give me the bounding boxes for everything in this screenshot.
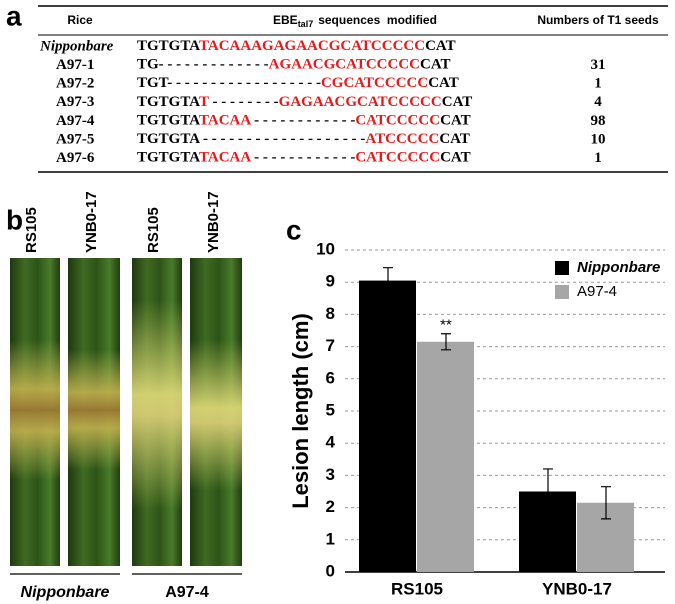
sequence-segment: CAT [428, 76, 459, 92]
row-name: A97-6 [56, 150, 95, 166]
sequence-segment: CAT [442, 94, 473, 110]
seed-count: 98 [591, 113, 606, 129]
sequence-segment: TGTGTA [137, 113, 200, 129]
sequence: TGTGTATACAA - - - - - - - - - - - -CATCC… [137, 113, 471, 129]
y-tick-label: 10 [316, 239, 335, 258]
sequence-segment: CAT [425, 38, 456, 54]
legend-swatch [555, 285, 569, 299]
sequence: TGTGTA - - - - - - - - - - - - - - - - -… [137, 131, 470, 147]
error-bar [601, 486, 611, 520]
sequence-segment: T [199, 94, 209, 110]
row-name: Nipponbare [39, 38, 114, 54]
sequence-segment: CAT [440, 113, 471, 129]
error-bar [543, 468, 553, 515]
sequence-segment: CAT [439, 131, 470, 147]
bar [359, 280, 416, 572]
sequence-segment: TGTGTA [137, 94, 200, 110]
lesion [10, 340, 60, 480]
sequence-segment: TGTGTA [137, 150, 200, 166]
row-name: A97-3 [56, 94, 94, 110]
header-rice: Rice [67, 13, 93, 27]
sequence-segment: TG- - - - - - - - - - - - - [137, 57, 269, 73]
group-label: A97-4 [165, 584, 209, 601]
sequence-segment: - - - - - - - - - - - - [250, 150, 355, 166]
header-sequence: EBEtal7 sequences modified [273, 13, 437, 29]
group-label: Nipponbare [21, 584, 110, 601]
y-axis-title: Lesion length (cm) [288, 313, 313, 509]
sequence-segment: ATCCCCC [365, 131, 439, 147]
row-name: A97-5 [56, 131, 94, 147]
panel-label: b [6, 204, 23, 235]
legend-label: A97-4 [577, 283, 617, 300]
seed-count: 4 [594, 94, 602, 110]
sequence: TGTGTAT - - - - - - - -GAGAACGCATCCCCCCA… [137, 94, 472, 110]
y-tick-label: 1 [326, 529, 335, 548]
panel-label: a [6, 0, 22, 31]
y-tick-label: 4 [326, 433, 336, 452]
panel-label: c [286, 214, 302, 245]
y-tick-label: 5 [326, 400, 335, 419]
strain-label: RS105 [23, 207, 40, 253]
seed-count: 1 [594, 150, 602, 166]
sequence: TGTGTATACAAAGAGAACGCATCCCCCCAT [137, 38, 456, 54]
sequence-segment: TACAAAGAGAACGCATCCCCC [199, 38, 425, 54]
row-name: A97-4 [56, 113, 95, 129]
seed-count: 10 [591, 131, 606, 147]
sequence-segment: TGTGTA [137, 38, 200, 54]
sequence-segment: GAGAACGCATCCCCC [279, 94, 442, 110]
legend-label: Nipponbare [577, 259, 660, 276]
bar [417, 341, 474, 572]
y-tick-label: 0 [326, 561, 335, 580]
sequence-segment: CATCCCCC [355, 150, 440, 166]
header-main: EBE [273, 13, 298, 27]
y-tick-label: 2 [326, 497, 335, 516]
strain-label: YNB0-17 [205, 191, 222, 253]
x-tick-label: RS105 [391, 579, 443, 598]
sequence: TGT- - - - - - - - - - - - - - - - - -CG… [137, 76, 459, 92]
lesion [132, 300, 182, 510]
sequence-segment: TGT- - - - - - - - - - - - - - - - - - [137, 76, 321, 92]
row-name: A97-2 [56, 76, 94, 92]
sequence-segment: CAT [420, 57, 451, 73]
y-tick-label: 7 [326, 336, 335, 355]
y-tick-label: 8 [326, 304, 335, 323]
sequence-segment: AGAACGCATCCCCC [269, 57, 420, 73]
sequence-segment: CGCATCCCCC [321, 76, 428, 92]
legend-swatch [555, 261, 569, 275]
sequence-segment: - - - - - - - - [209, 94, 279, 110]
sequence: TG- - - - - - - - - - - - -AGAACGCATCCCC… [137, 57, 451, 73]
strain-label: YNB0-17 [83, 191, 100, 253]
y-tick-label: 6 [326, 368, 335, 387]
sequence-segment: - - - - - - - - - - - - - - - - - - - [199, 131, 365, 147]
header-seeds: Numbers of T1 seeds [537, 13, 659, 27]
sequence-segment: CAT [440, 150, 471, 166]
leaf-photo [10, 258, 242, 566]
sequence-segment: TACAA [199, 150, 251, 166]
sequence: TGTGTATACAA - - - - - - - - - - - -CATCC… [137, 150, 471, 166]
error-bar [441, 333, 451, 351]
error-bar [383, 267, 393, 295]
row-name: A97-1 [56, 57, 94, 73]
sequence-segment: TGTGTA [137, 131, 200, 147]
lesion [190, 340, 242, 490]
header-rest: sequences modified [318, 13, 437, 27]
y-tick-label: 3 [326, 465, 335, 484]
x-tick-label: YNB0-17 [542, 579, 612, 598]
lesion [68, 350, 120, 470]
sequence-segment: CATCCCCC [355, 113, 440, 129]
annotation: ** [440, 317, 452, 334]
header-sub: tal7 [298, 19, 314, 29]
sequence-segment: TACAA [199, 113, 251, 129]
sequence-segment: - - - - - - - - - - - - [250, 113, 355, 129]
strain-label: RS105 [145, 207, 162, 253]
seed-count: 1 [594, 76, 602, 92]
y-tick-label: 9 [326, 272, 335, 291]
seed-count: 31 [591, 57, 606, 73]
